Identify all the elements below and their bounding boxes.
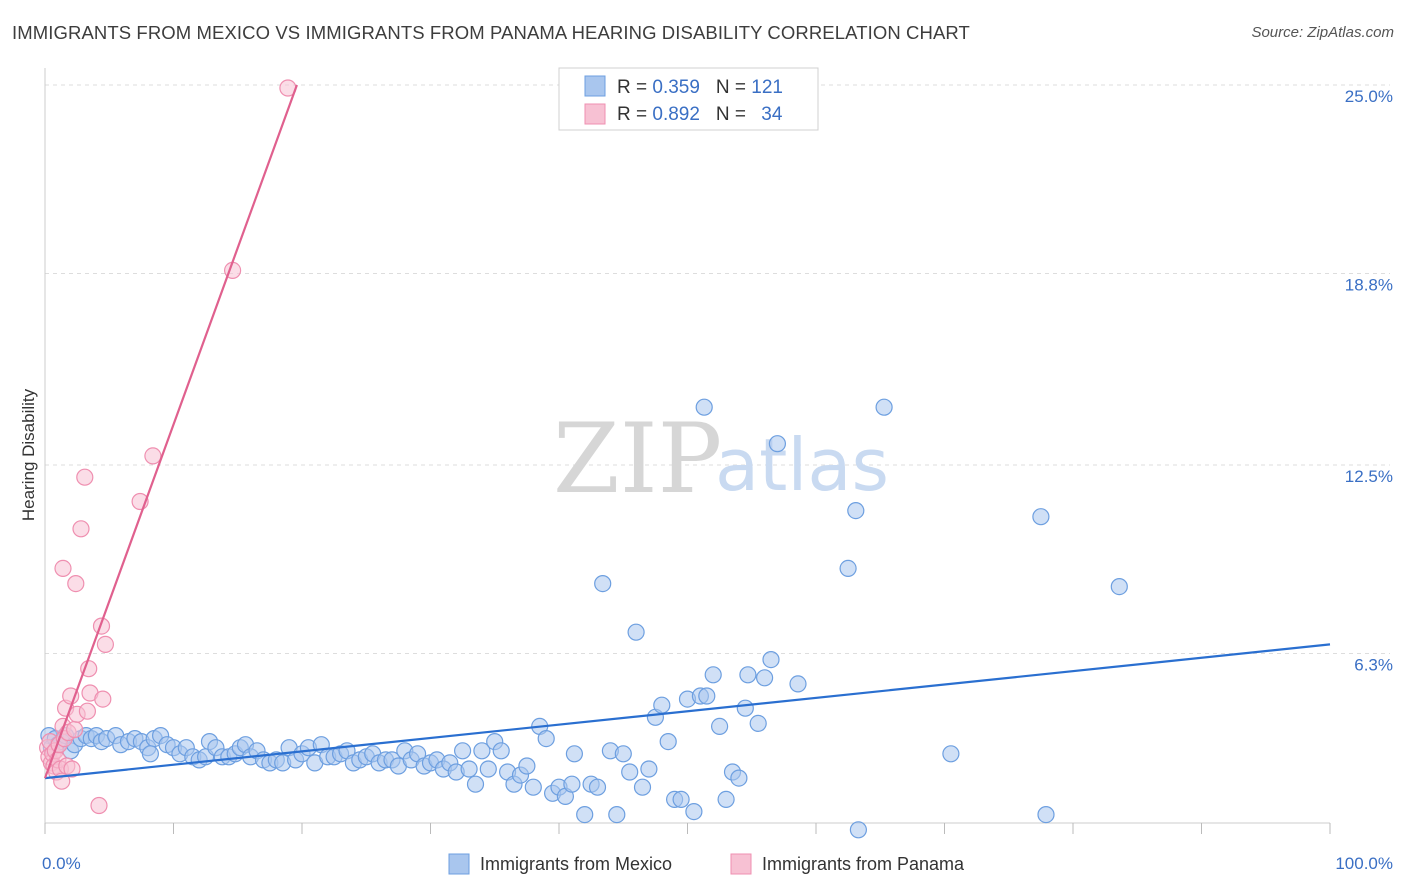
mexico-point	[627, 623, 645, 641]
mexico-point	[537, 729, 555, 748]
mexico-point	[640, 760, 658, 778]
panama-point	[92, 617, 111, 635]
legend-swatch-mexico	[584, 75, 606, 97]
mexico-point	[524, 778, 542, 796]
y-tick-label: 6.3%	[1354, 655, 1393, 674]
bottom-legend-swatch-panama	[730, 853, 752, 875]
mexico-point	[1032, 508, 1050, 526]
mexico-point	[685, 802, 703, 821]
legend-swatch-panama	[584, 103, 606, 125]
x-ticks	[44, 823, 1331, 834]
panama-point	[94, 690, 112, 708]
mexico-point	[762, 650, 780, 669]
x-tick-label-left: 0.0%	[42, 854, 81, 873]
y-tick-label: 25.0%	[1345, 87, 1393, 106]
watermark: ZIP atlas	[553, 403, 889, 515]
mexico-point	[789, 675, 807, 693]
mexico-point	[518, 757, 536, 775]
mexico-point	[875, 398, 893, 416]
legend-r-label: R =	[617, 104, 652, 125]
mexico-point	[839, 559, 857, 578]
legend: R = 0.359 N = 121 R = 0.892 N = 34	[558, 67, 819, 131]
mexico-point	[849, 821, 868, 839]
bottom-legend: Immigrants from Mexico Immigrants from P…	[448, 853, 965, 875]
mexico-point	[492, 742, 510, 760]
mexico-point	[621, 763, 639, 781]
panama-point	[76, 468, 94, 486]
mexico-point	[710, 717, 729, 736]
legend-n-label: N =	[716, 77, 751, 98]
mexico-point	[1110, 577, 1128, 596]
y-tick-label: 12.5%	[1345, 467, 1393, 486]
y-tick-labels: 6.3% 12.5% 18.8% 25.0%	[1345, 87, 1393, 674]
mexico-point	[739, 666, 757, 684]
mexico-point	[847, 502, 865, 520]
legend-n-label: N =	[716, 104, 751, 125]
mexico-point	[755, 669, 774, 687]
legend-row-panama: R = 0.892 N = 34	[617, 104, 783, 125]
source-label: Source: ZipAtlas.com	[1251, 24, 1394, 41]
trend-line-panama	[43, 84, 298, 779]
series-panama-points	[38, 79, 297, 815]
mexico-point	[466, 775, 485, 793]
mexico-point	[736, 699, 754, 717]
mexico-point	[460, 760, 478, 778]
trend-lines	[43, 84, 1331, 780]
x-tick-label-right: 100.0%	[1335, 854, 1393, 873]
y-axis-title: Hearing Disability	[19, 388, 38, 521]
mexico-point	[653, 696, 671, 714]
mexico-point	[1037, 805, 1055, 824]
mexico-point	[942, 745, 960, 763]
mexico-point	[565, 745, 584, 763]
mexico-point	[608, 805, 626, 824]
mexico-point	[698, 687, 716, 705]
mexico-point	[672, 790, 690, 809]
panama-point	[65, 720, 84, 739]
mexico-point	[479, 760, 497, 778]
bottom-legend-label-mexico: Immigrants from Mexico	[480, 854, 672, 874]
mexico-point	[659, 732, 677, 751]
panama-point	[54, 559, 72, 578]
panama-point	[144, 447, 162, 465]
mexico-point	[588, 778, 607, 796]
legend-row-mexico: R = 0.359 N = 121	[617, 77, 783, 98]
trend-line-mexico	[44, 643, 1331, 780]
mexico-point	[717, 790, 735, 809]
panama-point	[67, 574, 85, 593]
y-tick-label: 18.8%	[1345, 275, 1393, 294]
legend-r-value: 0.892	[652, 104, 700, 125]
panama-point	[96, 635, 115, 654]
mexico-point	[576, 805, 594, 824]
mexico-point	[768, 435, 787, 453]
mexico-point	[704, 666, 722, 684]
watermark-zip: ZIP	[553, 403, 722, 515]
legend-n-value: 121	[751, 77, 783, 98]
legend-r-label: R =	[617, 77, 652, 98]
bottom-legend-label-panama: Immigrants from Panama	[762, 854, 965, 874]
gridlines	[45, 84, 1390, 654]
panama-point	[62, 687, 80, 705]
chart-title: IMMIGRANTS FROM MEXICO VS IMMIGRANTS FRO…	[12, 22, 970, 43]
mexico-point	[141, 745, 159, 763]
legend-n-value: 34	[761, 104, 783, 125]
legend-r-value: 0.359	[652, 77, 700, 98]
mexico-point	[594, 574, 612, 593]
mexico-point	[633, 778, 652, 796]
mexico-point	[473, 742, 491, 760]
mexico-point	[614, 745, 632, 763]
mexico-point	[563, 775, 581, 793]
panama-point	[63, 760, 81, 778]
panama-point	[72, 520, 90, 538]
mexico-point	[695, 398, 713, 416]
panama-point	[90, 796, 108, 815]
mexico-point	[749, 714, 767, 733]
mexico-point	[730, 769, 748, 787]
panama-point	[78, 702, 97, 720]
bottom-legend-swatch-mexico	[448, 853, 470, 875]
watermark-atlas: atlas	[715, 423, 889, 507]
mexico-point	[454, 742, 472, 760]
